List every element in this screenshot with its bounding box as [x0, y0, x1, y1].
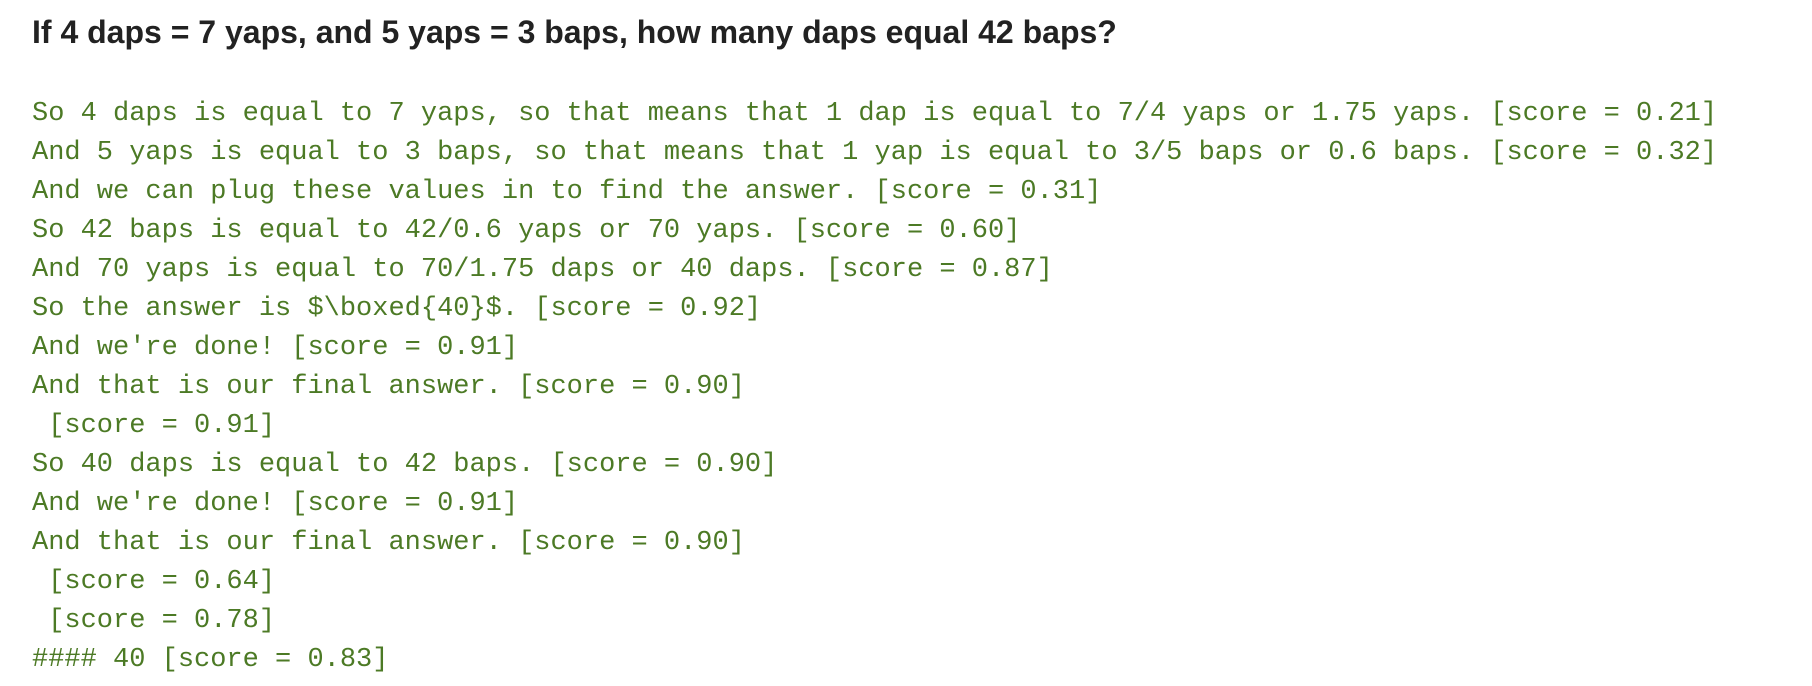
question-heading: If 4 daps = 7 yaps, and 5 yaps = 3 baps,…	[32, 14, 1117, 50]
solution-step: And we can plug these values in to find …	[32, 177, 1102, 207]
document: If 4 daps = 7 yaps, and 5 yaps = 3 baps,…	[32, 0, 1812, 686]
solution-step: #### 40 [score = 0.83]	[32, 645, 389, 675]
solution-step: So the answer is $\boxed{40}$. [score = …	[32, 294, 762, 324]
solution-step: And 70 yaps is equal to 70/1.75 daps or …	[32, 255, 1053, 285]
solution-step: And that is our final answer. [score = 0…	[32, 528, 745, 558]
solution-step: So 42 baps is equal to 42/0.6 yaps or 70…	[32, 216, 1021, 246]
solution-step: And that is our final answer. [score = 0…	[32, 372, 745, 402]
solution-step: [score = 0.78]	[32, 606, 276, 636]
solution-steps: So 4 daps is equal to 7 yaps, so that me…	[32, 95, 1717, 680]
solution-step: [score = 0.64]	[32, 567, 276, 597]
solution-step: And 5 yaps is equal to 3 baps, so that m…	[32, 138, 1718, 168]
solution-step: So 4 daps is equal to 7 yaps, so that me…	[32, 99, 1718, 129]
solution-step: [score = 0.91]	[32, 411, 276, 441]
solution-step: And we're done! [score = 0.91]	[32, 489, 519, 519]
solution-step: So 40 daps is equal to 42 baps. [score =…	[32, 450, 778, 480]
solution-step: And we're done! [score = 0.91]	[32, 333, 519, 363]
